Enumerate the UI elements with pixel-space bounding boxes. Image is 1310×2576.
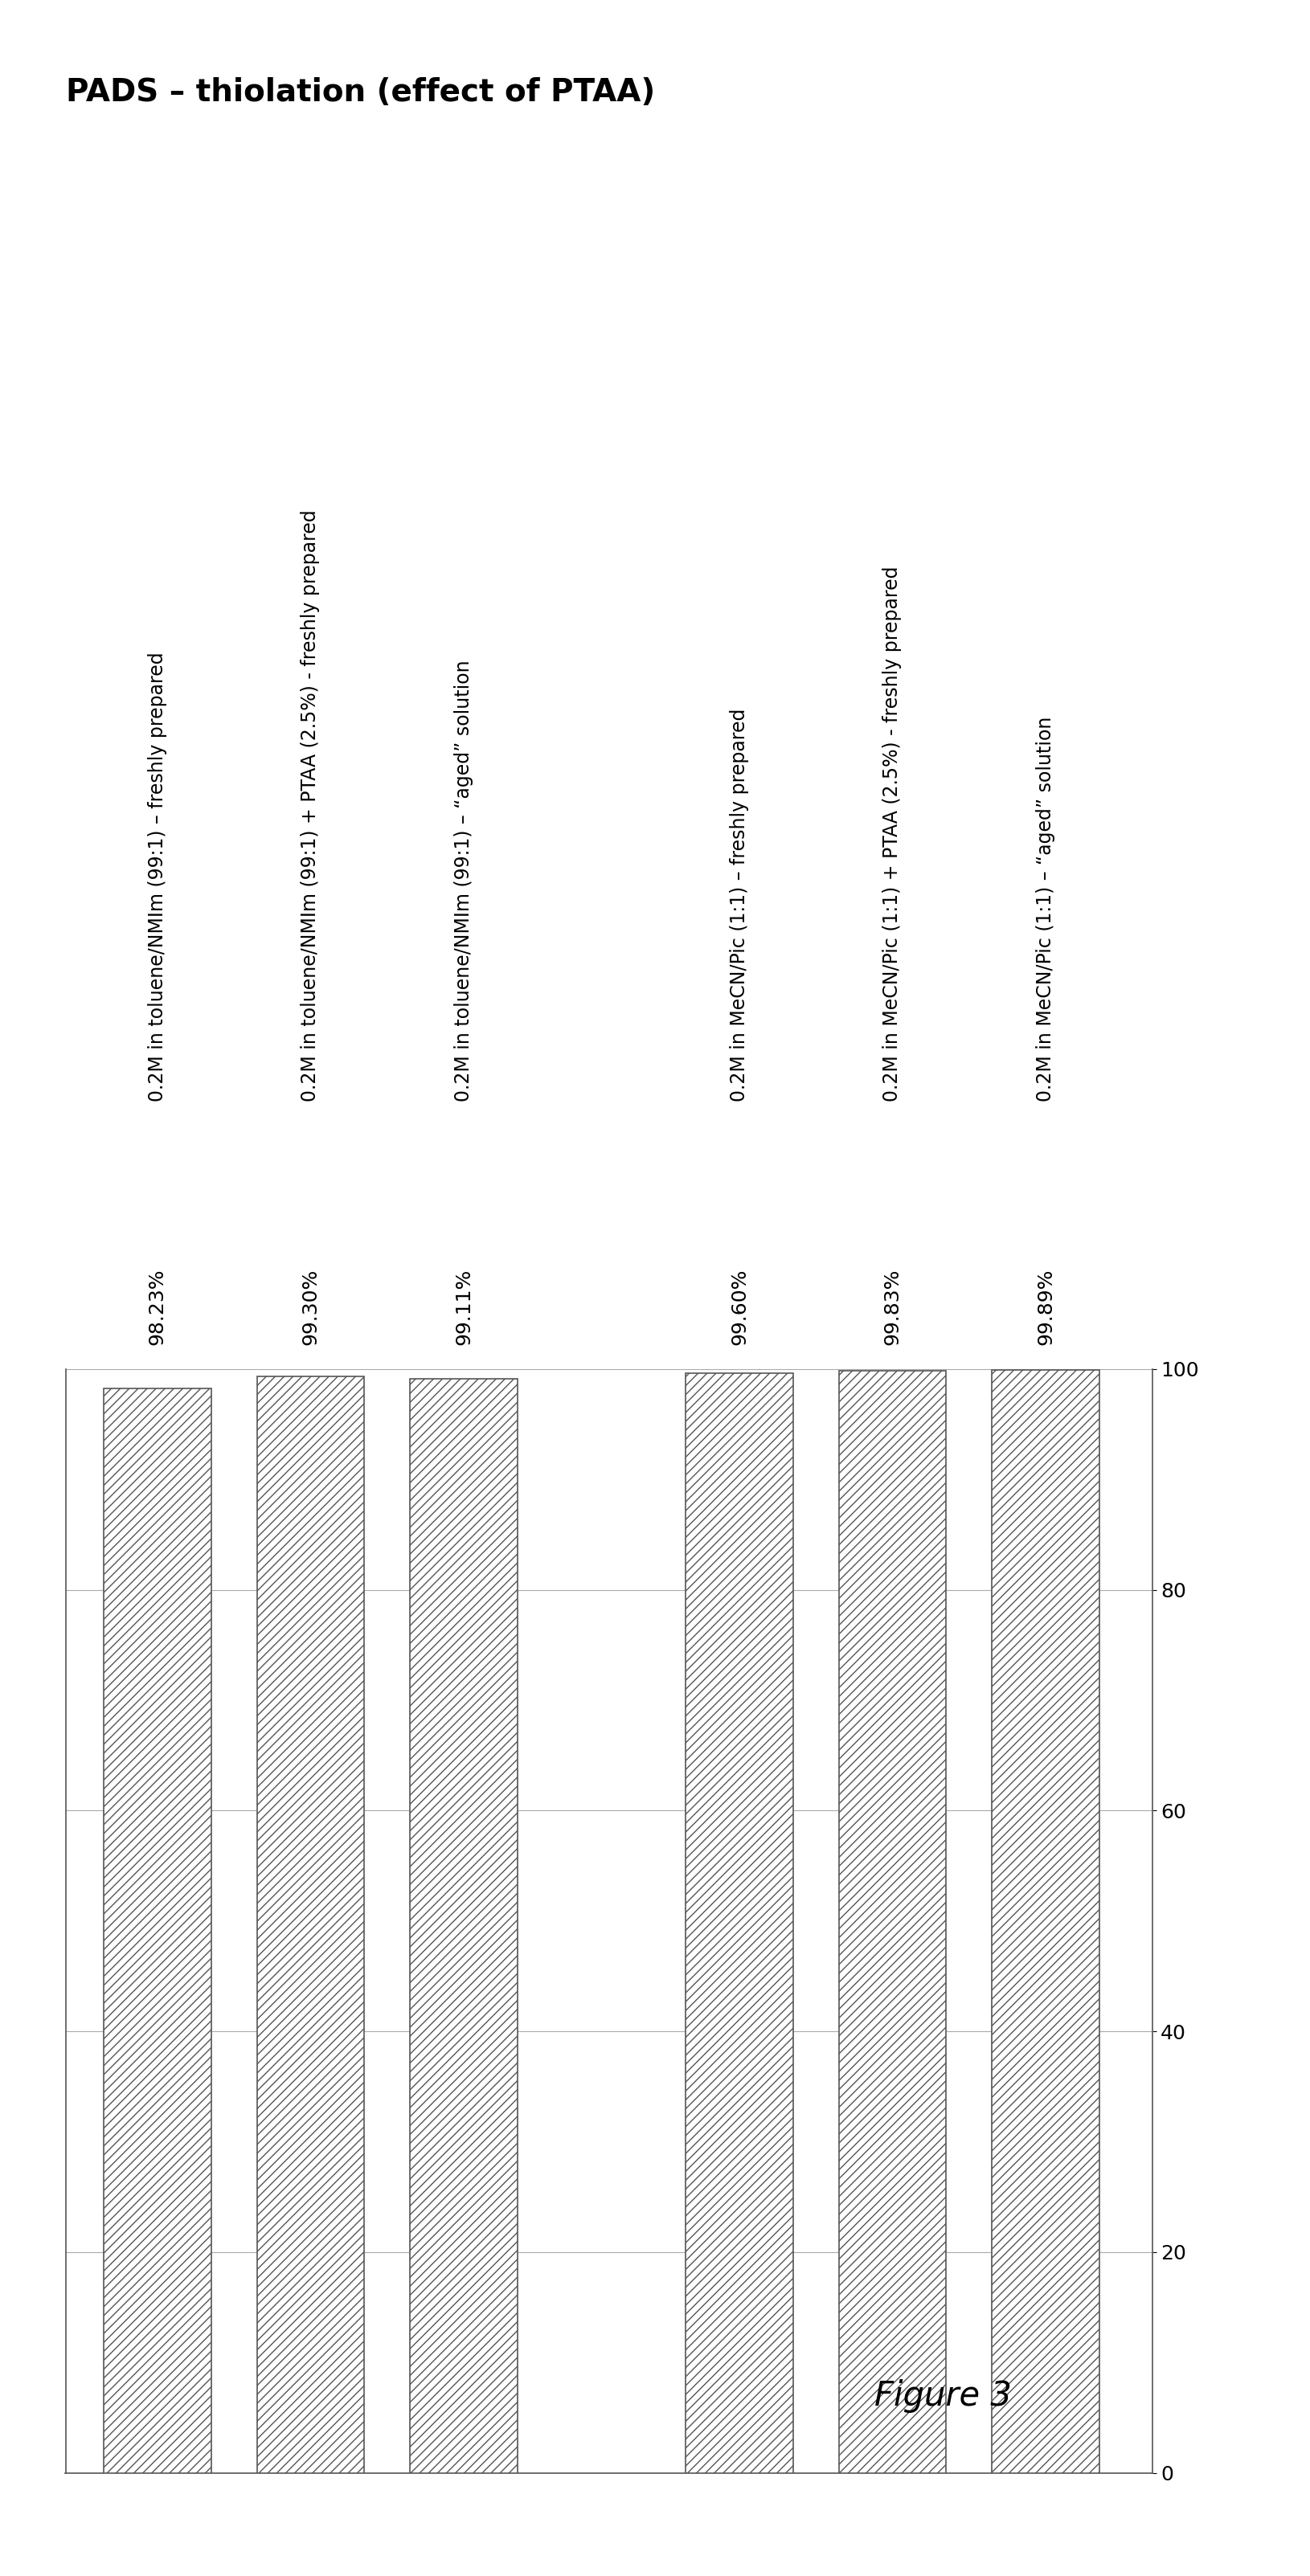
Text: PADS – thiolation (effect of PTAA): PADS – thiolation (effect of PTAA) (66, 77, 655, 108)
Text: 98.23%: 98.23% (148, 1267, 168, 1345)
Bar (685, 1373, 793, 2473)
Text: 99.83%: 99.83% (883, 1267, 903, 1345)
Text: Figure 3: Figure 3 (875, 2378, 1011, 2414)
Text: 0.2M in toluene/NMIm (99:1) – “aged” solution: 0.2M in toluene/NMIm (99:1) – “aged” sol… (455, 659, 473, 1103)
Text: 0.2M in toluene/NMIm (99:1) – freshly prepared: 0.2M in toluene/NMIm (99:1) – freshly pr… (148, 652, 168, 1103)
Bar (103, 1388, 211, 2473)
Text: 0.2M in MeCN/Pic (1:1) – freshly prepared: 0.2M in MeCN/Pic (1:1) – freshly prepare… (730, 708, 749, 1103)
Text: 0.2M in MeCN/Pic (1:1) – “aged” solution: 0.2M in MeCN/Pic (1:1) – “aged” solution (1036, 716, 1056, 1103)
Text: 99.60%: 99.60% (730, 1267, 749, 1345)
Bar (992, 1370, 1099, 2473)
Text: 99.89%: 99.89% (1036, 1267, 1056, 1345)
Text: 99.11%: 99.11% (455, 1267, 473, 1345)
Text: 99.30%: 99.30% (301, 1267, 320, 1345)
Text: 0.2M in toluene/NMIm (99:1) + PTAA (2.5%) - freshly prepared: 0.2M in toluene/NMIm (99:1) + PTAA (2.5%… (301, 510, 320, 1103)
Bar (410, 1378, 517, 2473)
Text: 0.2M in MeCN/Pic (1:1) + PTAA (2.5%) - freshly prepared: 0.2M in MeCN/Pic (1:1) + PTAA (2.5%) - f… (883, 567, 903, 1103)
Bar (838, 1370, 946, 2473)
Bar (257, 1376, 364, 2473)
